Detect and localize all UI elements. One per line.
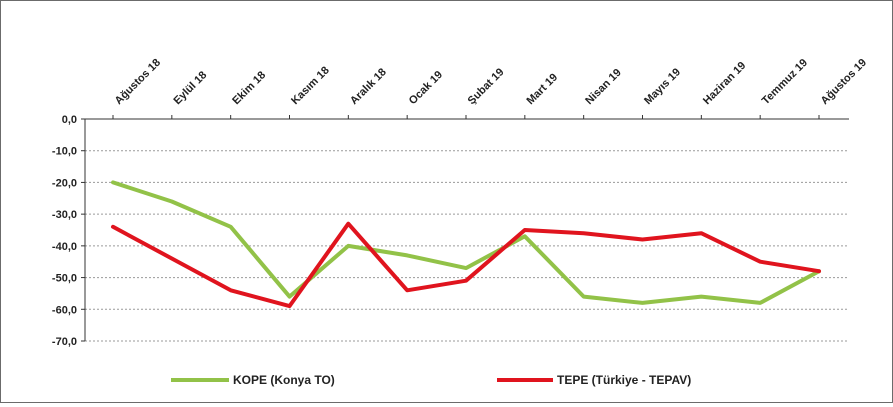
x-tick-label: Ağustos 19 — [819, 57, 869, 107]
y-tick-label: -40,0 — [52, 241, 77, 253]
x-tick-label: Mayıs 19 — [642, 66, 683, 107]
axes — [81, 115, 849, 341]
y-tick-label: -10,0 — [52, 146, 77, 158]
x-tick-label: Ekim 18 — [230, 69, 268, 107]
x-tick-label: Kasım 18 — [289, 64, 332, 107]
y-tick-label: -30,0 — [52, 209, 77, 221]
y-tick-label: -70,0 — [52, 336, 77, 348]
legend: KOPE (Konya TO) TEPE (Türkiye - TEPAV) — [171, 373, 691, 387]
series-line-1 — [113, 224, 819, 306]
legend-label-tepe: TEPE (Türkiye - TEPAV) — [557, 373, 691, 387]
gridlines — [85, 151, 849, 341]
x-tick-label: Ağustos 18 — [113, 57, 163, 107]
y-tick-labels: 0,0 -10,0 -20,0 -30,0 -40,0 -50,0 -60,0 -70,0 — [52, 114, 77, 348]
x-tick-label: Ocak 19 — [407, 69, 445, 107]
legend-label-kope: KOPE (Konya TO) — [233, 373, 335, 387]
y-tick-label: -50,0 — [52, 273, 77, 285]
x-tick-label: Haziran 19 — [701, 60, 748, 107]
x-tick-label: Şubat 19 — [466, 66, 507, 107]
y-tick-label: -60,0 — [52, 304, 77, 316]
x-tick-label: Nisan 19 — [583, 67, 623, 107]
series-lines — [113, 182, 819, 306]
y-tick-label: -20,0 — [52, 177, 77, 189]
x-tick-label: Eylül 18 — [171, 69, 209, 107]
x-tick-label: Temmuz 19 — [760, 57, 810, 107]
y-tick-label: 0,0 — [62, 114, 77, 126]
x-tick-label: Mart 19 — [524, 71, 560, 107]
x-tick-label: Aralık 18 — [348, 66, 389, 107]
